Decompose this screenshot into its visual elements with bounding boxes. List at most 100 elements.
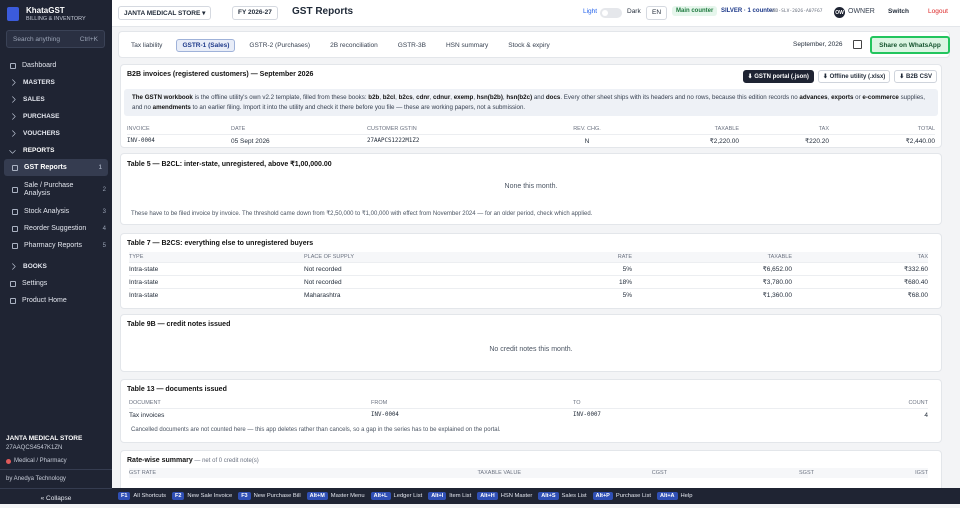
- menu-label: GST Reports: [24, 163, 67, 171]
- export-button[interactable]: ⬇ GSTN portal (.json): [742, 70, 814, 83]
- shortcut-label: HSN Master: [500, 493, 533, 499]
- shortcut[interactable]: Alt+H HSN Master: [477, 492, 532, 500]
- menu-icon: [12, 186, 18, 193]
- info-text: b2cl: [382, 94, 396, 101]
- info-text: and: [532, 94, 546, 101]
- rates-card: Rate-wise summary — net of 0 credit note…: [120, 450, 942, 488]
- menu-label: MASTERS: [23, 79, 55, 86]
- shortcut-label: Ledger List: [393, 493, 423, 499]
- menu-item[interactable]: VOUCHERS: [0, 125, 112, 142]
- shortcut-key: Alt+P: [592, 492, 613, 500]
- menu-icon: [10, 280, 16, 287]
- export-button[interactable]: ⬇ B2B CSV: [894, 70, 937, 83]
- credit: by Anedya Technology: [0, 469, 112, 488]
- info-text: ,: [429, 94, 434, 101]
- menu-item[interactable]: GST Reports 1: [4, 159, 108, 176]
- tab-bar: Tax liability GSTR-1 (Sales) GSTR-2 (Purch…: [118, 31, 950, 58]
- menu-label: REPORTS: [23, 147, 55, 154]
- cell: Tax invoices: [129, 408, 371, 421]
- menu-item[interactable]: Dashboard: [0, 57, 112, 74]
- info-text: to an earlier filing. Import it into the…: [190, 103, 526, 111]
- shortcut[interactable]: Alt+M Master Menu: [306, 492, 365, 500]
- main: JANTA MEDICAL STORE ▾ FY 2026-27 GST Rep…: [112, 0, 960, 488]
- tab[interactable]: 2B reconciliation: [330, 42, 378, 49]
- shortcut[interactable]: Alt+L Ledger List: [370, 492, 423, 500]
- logo: [7, 7, 19, 21]
- logout-button[interactable]: Logout: [928, 8, 948, 15]
- sidebar-footer: JANTA MEDICAL STORE 27AAQCS4547K1ZN Medi…: [0, 435, 112, 508]
- tab[interactable]: Tax liability: [131, 42, 163, 49]
- shortcut[interactable]: F2 New Sale Invoice: [171, 492, 232, 500]
- shortcut[interactable]: Alt+A Help: [656, 492, 692, 500]
- menu-item[interactable]: Product Home: [0, 292, 112, 309]
- shortcut-label: New Purchase Bill: [253, 493, 301, 499]
- cell: ₹2,440.00: [829, 134, 935, 147]
- shortcut-label: Item List: [449, 493, 472, 499]
- menu-key: 2: [102, 186, 106, 193]
- switch-button[interactable]: Switch: [888, 8, 909, 15]
- menu-icon: [10, 297, 16, 304]
- menu-icon: [12, 164, 18, 171]
- shortcut[interactable]: Alt+I Item List: [428, 492, 471, 500]
- sidebar: KhataGST BILLING & INVENTORY Search anyt…: [0, 0, 112, 504]
- b2cs-card: Table 7 — B2CS: everything else to unreg…: [120, 233, 942, 309]
- menu-item[interactable]: Settings: [0, 275, 112, 292]
- avatar: OW: [834, 7, 845, 18]
- info-text: cdnr: [416, 94, 430, 101]
- table: Invoice Date Customer GSTIN Rev. chg. Taxabl…: [127, 124, 935, 147]
- menu-icon: [12, 225, 18, 232]
- cell: Not recorded: [304, 262, 504, 275]
- column-header: Invoice: [127, 126, 150, 132]
- store-type-text: Medical / Pharmacy: [14, 458, 67, 464]
- card-title-text: Rate-wise summary: [127, 457, 193, 464]
- info-text: ,: [502, 94, 507, 101]
- cell: 05 Sept 2026: [231, 134, 367, 147]
- table: Document From To Count Tax invoices INV-0004 I…: [129, 398, 928, 421]
- calendar-icon[interactable]: [853, 40, 862, 49]
- store-select[interactable]: JANTA MEDICAL STORE ▾: [118, 6, 212, 20]
- menu-item[interactable]: Stock Analysis 3: [0, 203, 112, 220]
- menu-item[interactable]: BOOKS: [0, 258, 112, 275]
- cell: Intra-state: [129, 288, 304, 301]
- tab[interactable]: GSTR-2 (Purchases): [249, 42, 311, 49]
- search-placeholder: Search anything: [13, 36, 60, 43]
- collapse-button[interactable]: « Collapse: [0, 488, 112, 508]
- menu-key: 4: [102, 225, 106, 232]
- tab[interactable]: Stock & expiry: [508, 42, 550, 49]
- cell: N: [557, 134, 617, 147]
- shortcut[interactable]: Alt+P Purchase List: [592, 492, 651, 500]
- fy-select[interactable]: FY 2026-27: [232, 6, 278, 20]
- menu-label: PURCHASE: [23, 113, 60, 120]
- menu-icon: [8, 112, 17, 121]
- menu-item[interactable]: MASTERS: [0, 74, 112, 91]
- language-select[interactable]: EN: [646, 6, 668, 20]
- menu-label: BOOKS: [23, 263, 47, 270]
- info-text: advances: [799, 94, 828, 101]
- menu-item[interactable]: REPORTS: [0, 142, 112, 159]
- theme-toggle[interactable]: [600, 8, 622, 18]
- menu-item[interactable]: Sale / Purchase Analysis 2: [0, 176, 112, 203]
- tab[interactable]: GSTR-3B: [397, 42, 426, 49]
- tab[interactable]: HSN summary: [445, 42, 489, 49]
- period[interactable]: September, 2026: [793, 41, 843, 48]
- topbar: JANTA MEDICAL STORE ▾ FY 2026-27 GST Rep…: [112, 0, 960, 27]
- card-title: Table 7 — B2CS: everything else to unreg…: [127, 240, 314, 247]
- cell: INV-0004: [371, 408, 573, 421]
- shortcut[interactable]: Alt+S Sales List: [538, 492, 587, 500]
- menu-icon: [8, 95, 17, 104]
- export-button[interactable]: ⬇ Offline utility (.xlsx): [817, 70, 891, 83]
- menu-label: Sale / Purchase Analysis: [24, 181, 74, 197]
- shortcut[interactable]: F3 New Purchase Bill: [238, 492, 301, 500]
- menu-item[interactable]: SALES: [0, 91, 112, 108]
- note: These have to be filed invoice by invoic…: [131, 211, 593, 217]
- tabs: Tax liability GSTR-1 (Sales) GSTR-2 (Purch…: [125, 39, 556, 52]
- menu-item[interactable]: PURCHASE: [0, 108, 112, 125]
- menu-item[interactable]: Pharmacy Reports 5: [0, 237, 112, 254]
- shortcut-bar: F1 All Shortcuts F2 New Sale Invoice F3 New P…: [112, 488, 960, 504]
- menu: Dashboard MASTERS SALES PURCHASE VOUCHERS REP…: [0, 57, 112, 309]
- menu-item[interactable]: Reorder Suggestion 4: [0, 220, 112, 237]
- tab[interactable]: GSTR-1 (Sales): [176, 39, 236, 52]
- shortcut[interactable]: F1 All Shortcuts: [118, 492, 166, 500]
- search-box[interactable]: Search anything Ctrl+K: [6, 30, 105, 48]
- share-button[interactable]: Share on WhatsApp: [870, 36, 950, 54]
